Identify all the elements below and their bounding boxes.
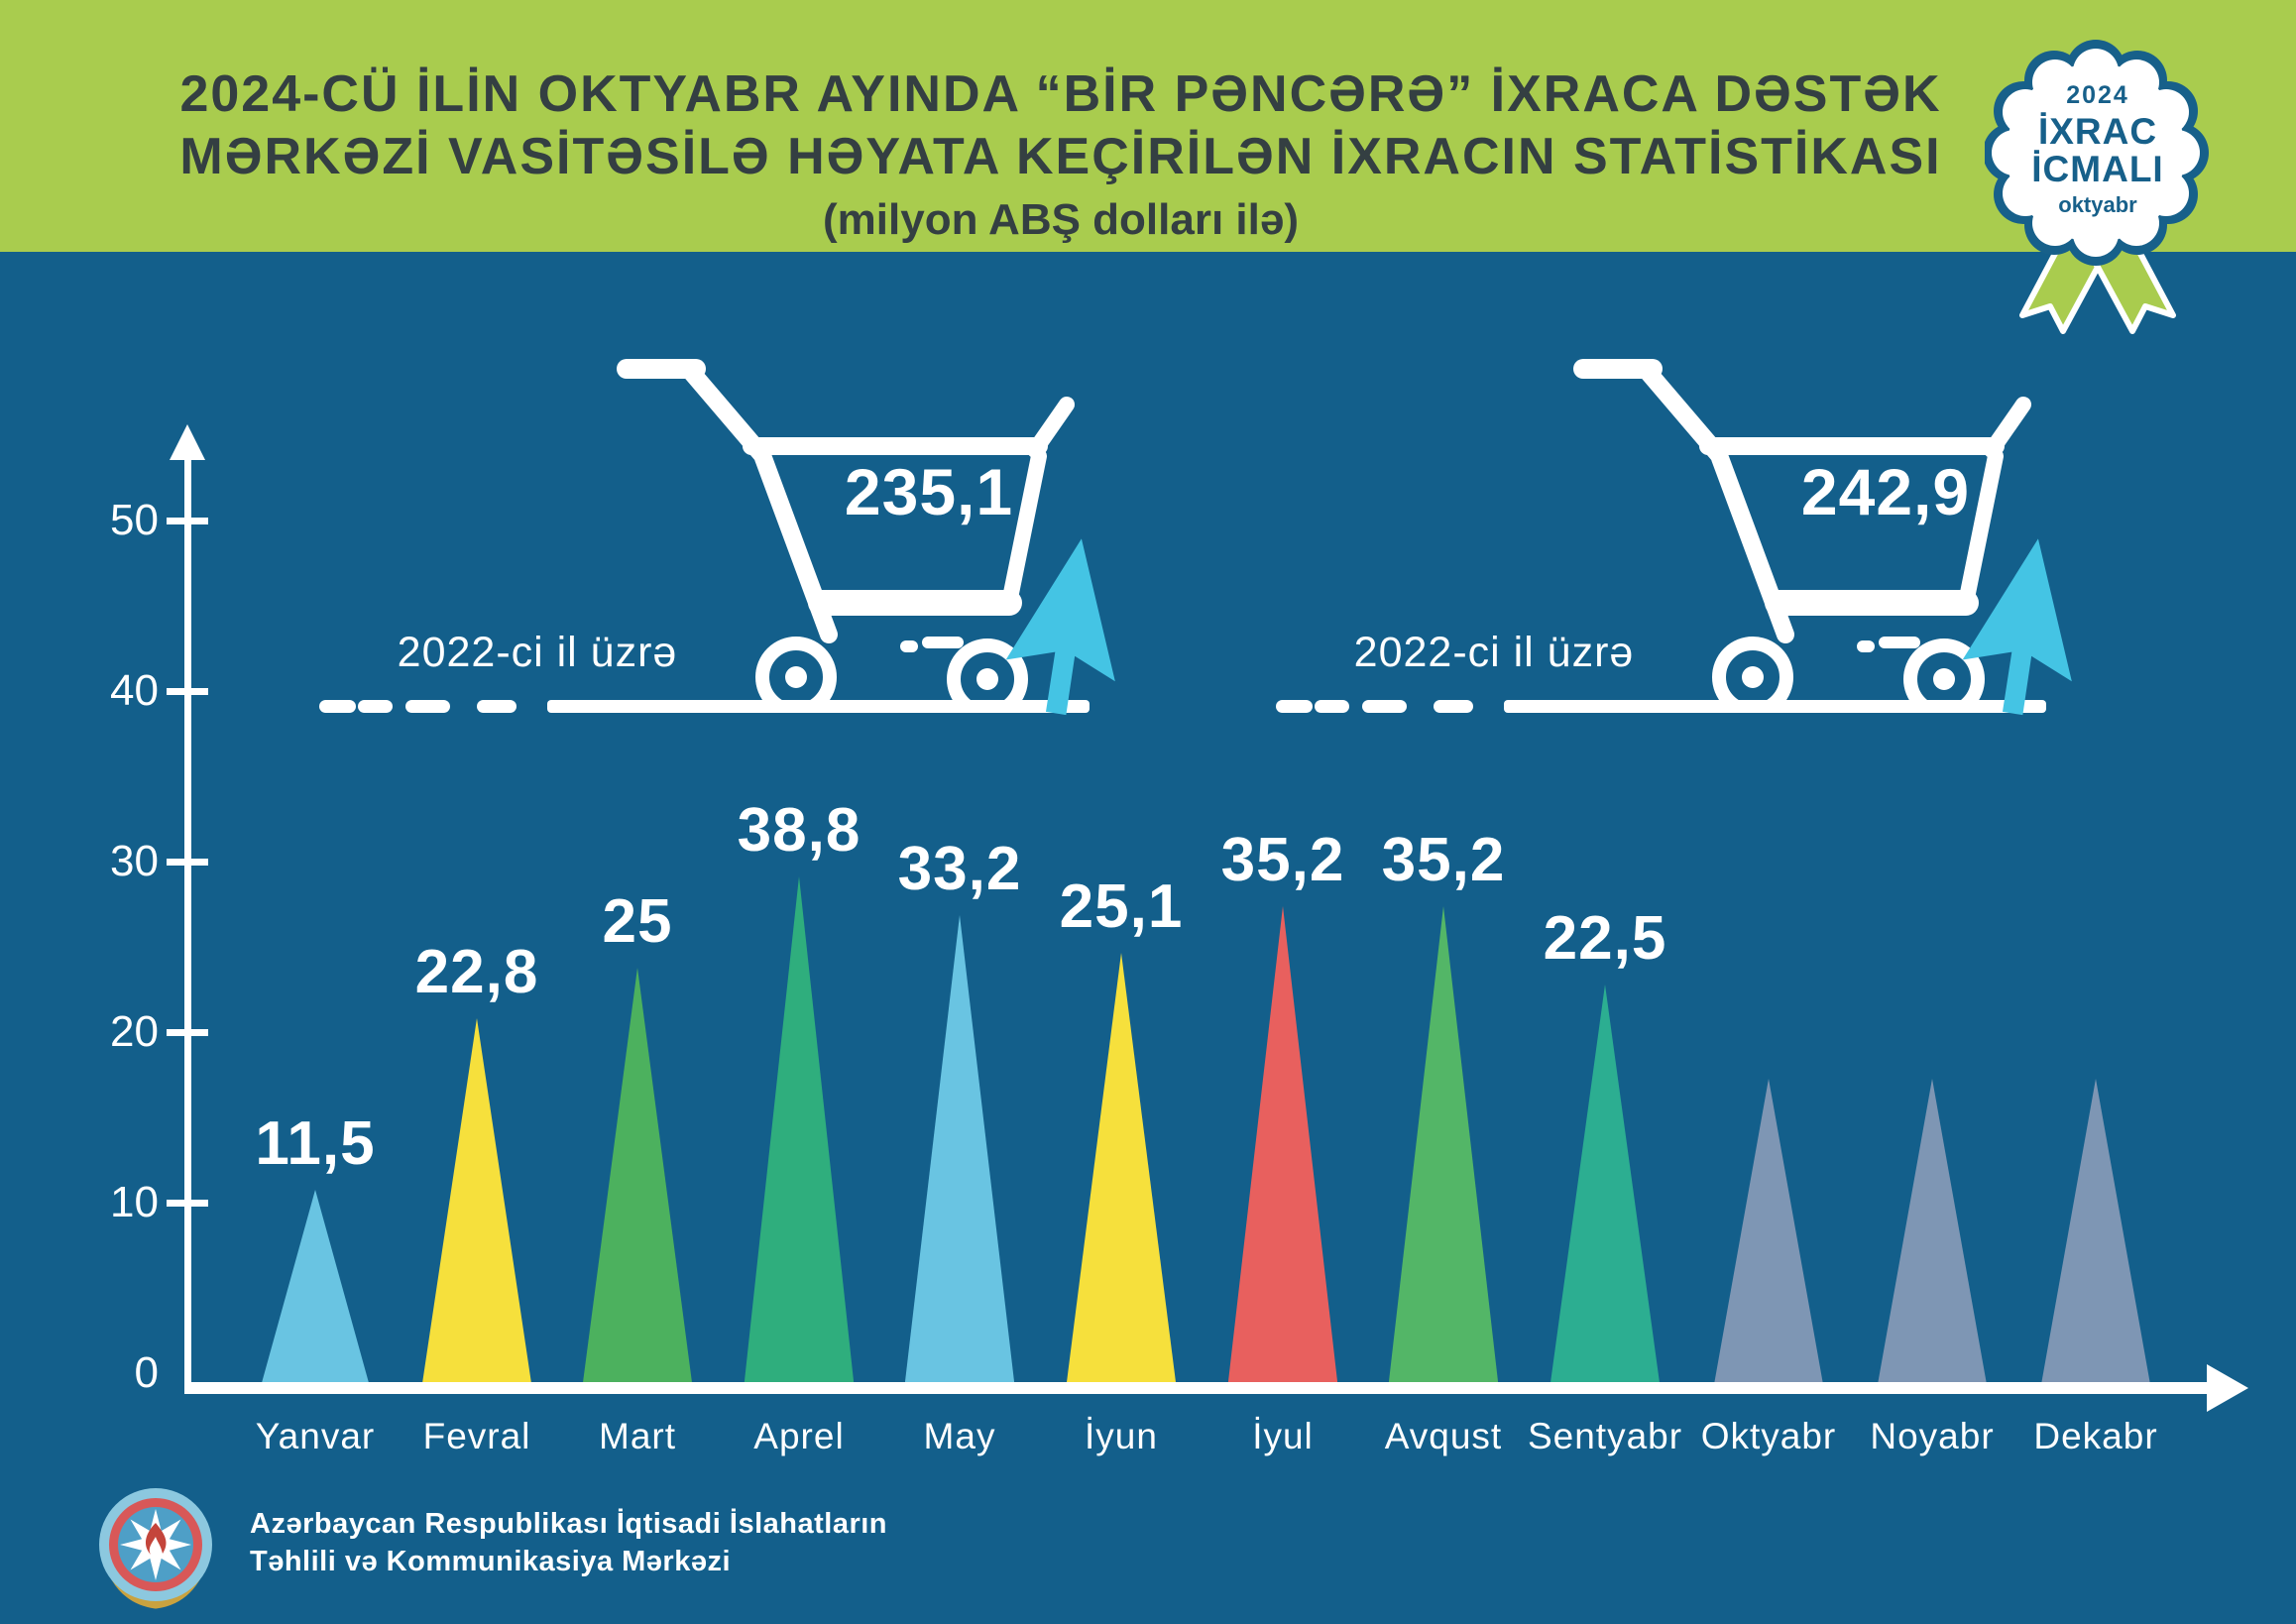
y-axis-tick-label: 10 (110, 1178, 159, 1226)
triangle-avqust (1388, 906, 1499, 1390)
triangle-sentyabr (1550, 985, 1661, 1390)
triangle-may (904, 915, 1015, 1390)
footer-organization: Azərbaycan Respublikası İqtisadi İslahat… (250, 1505, 887, 1580)
value-label-aprel: 38,8 (737, 796, 861, 865)
value-label-sentyabr: 22,5 (1543, 904, 1667, 973)
y-axis-tick-label: 50 (110, 496, 159, 544)
x-axis-label-oktyabr: Oktyabr (1700, 1416, 1837, 1456)
reference-2022-right: 2022-ci il üzrə 242,9 (1276, 347, 2148, 724)
triangle-yanvar (260, 1190, 371, 1390)
x-axis-label-aprel: Aprel (753, 1416, 845, 1456)
azerbaijan-emblem-icon (99, 1488, 212, 1609)
x-axis-label-dekabr: Dekabr (2033, 1416, 2158, 1456)
value-label-avqust: 35,2 (1381, 826, 1506, 894)
title-subtitle: (milyon ABŞ dolları ilə) (823, 195, 1299, 244)
cursor-icon (1005, 538, 1115, 716)
dash-segment (358, 700, 393, 713)
reference-caption: 2022-ci il üzrə (1353, 629, 1635, 676)
dash-segment (1276, 700, 1313, 713)
value-label-mart: 25 (602, 887, 673, 956)
dash-segment (477, 700, 517, 713)
dash-segment (319, 700, 356, 713)
dash-segment (1434, 700, 1473, 713)
page-title: 2024-CÜ İLİN OKTYABR AYINDA “BİR PƏNCƏRƏ… (149, 63, 1973, 248)
value-label-may: 33,2 (897, 835, 1022, 903)
x-axis-label-noyabr: Noyabr (1870, 1416, 1995, 1456)
value-label-yanvar: 11,5 (255, 1109, 376, 1178)
triangle-fevral (421, 1018, 532, 1390)
value-label-i̇yul: 35,2 (1220, 826, 1345, 894)
y-axis-line (184, 458, 191, 1390)
x-axis-label-i̇yul: İyul (1252, 1416, 1314, 1456)
title-line-2: MƏRKƏZİ VASİTƏSİLƏ HƏYATA KEÇİRİLƏN İXRA… (179, 128, 1942, 185)
badge-year: 2024 (2066, 81, 2129, 109)
export-review-badge: 2024 İXRAC İCMALI oktyabr (1985, 26, 2211, 335)
reference-2022-left: 2022-ci il üzrə 235,1 (319, 347, 1192, 724)
y-axis-tick-label: 0 (134, 1348, 159, 1397)
badge-title-line2: İCMALI (2031, 149, 2164, 189)
y-axis-tick-label: 40 (110, 666, 159, 715)
shopping-cart-icon (1573, 359, 2031, 712)
cursor-icon (1962, 538, 2072, 716)
x-axis-label-may: May (923, 1416, 996, 1456)
x-axis-label-i̇yun: İyun (1085, 1416, 1158, 1456)
reference-caption: 2022-ci il üzrə (397, 629, 678, 676)
x-axis-label-avqust: Avqust (1384, 1416, 1503, 1456)
header-band: 2024-CÜ İLİN OKTYABR AYINDA “BİR PƏNCƏRƏ… (0, 0, 2296, 252)
reference-value: 235,1 (844, 455, 1014, 528)
footer-org-line1: Azərbaycan Respublikası İqtisadi İslahat… (250, 1508, 887, 1540)
dash-segment (1315, 700, 1349, 713)
dash-segment (1362, 700, 1407, 713)
triangle-i̇yul (1227, 906, 1338, 1390)
y-axis-arrow-icon (170, 424, 205, 460)
triangle-dekabr (2040, 1079, 2151, 1390)
reference-value: 242,9 (1800, 455, 1971, 528)
x-axis-label-sentyabr: Sentyabr (1527, 1416, 1683, 1456)
triangle-noyabr (1877, 1079, 1988, 1390)
x-axis-arrow-icon (2207, 1364, 2248, 1412)
value-label-i̇yun: 25,1 (1059, 872, 1184, 941)
y-axis-tick-label: 20 (110, 1007, 159, 1056)
title-line-1: 2024-CÜ İLİN OKTYABR AYINDA “BİR PƏNCƏRƏ… (179, 65, 1942, 123)
seal-ribbon-icon (1985, 40, 2209, 334)
dash-segment (405, 700, 450, 713)
y-axis-tick-label: 30 (110, 837, 159, 885)
shopping-cart-icon (617, 359, 1075, 712)
x-axis-label-fevral: Fevral (422, 1416, 531, 1456)
triangle-i̇yun (1066, 953, 1177, 1390)
triangle-aprel (744, 876, 855, 1390)
triangle-mart (582, 968, 693, 1390)
footer-org-line2: Təhlili və Kommunikasiya Mərkəzi (250, 1546, 732, 1577)
x-axis-label-yanvar: Yanvar (255, 1416, 376, 1456)
value-label-fevral: 22,8 (414, 938, 539, 1006)
badge-month: oktyabr (2058, 192, 2137, 217)
triangle-oktyabr (1713, 1079, 1824, 1390)
badge-title-line1: İXRAC (2037, 111, 2158, 152)
x-axis-line (184, 1382, 2209, 1394)
x-axis-label-mart: Mart (599, 1416, 676, 1456)
